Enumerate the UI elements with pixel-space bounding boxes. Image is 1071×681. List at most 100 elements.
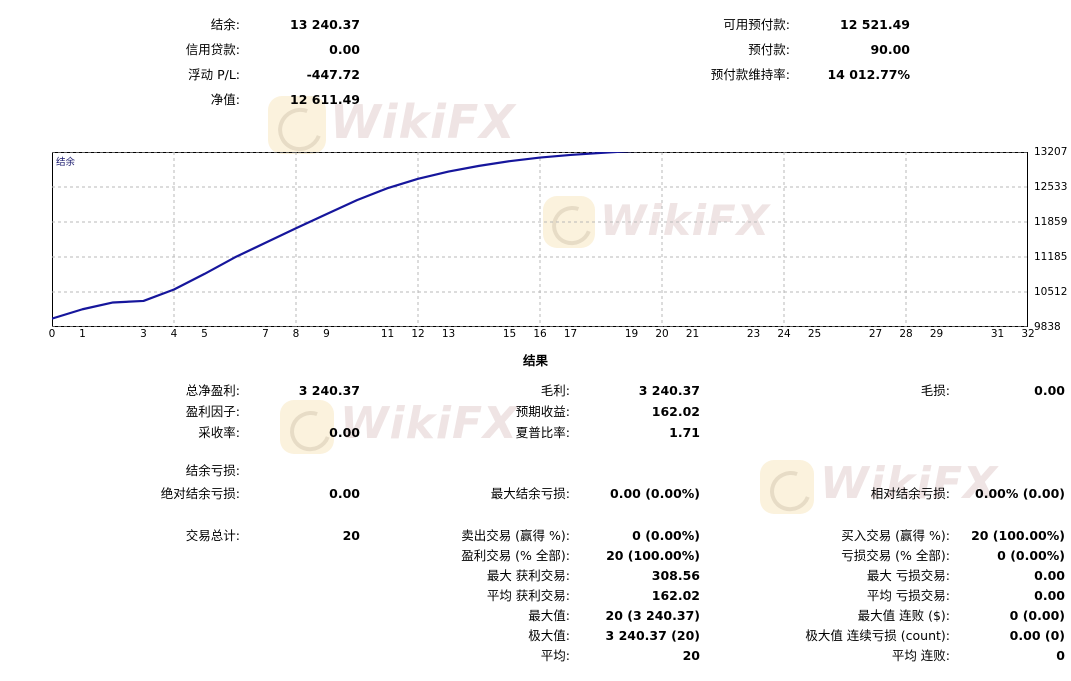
results-value-最大结余亏损: 0.00 (0.00%) <box>610 486 700 501</box>
x-axis-tick: 1 <box>79 328 86 340</box>
results-label-最大-亏损交易: 最大 亏损交易: <box>866 568 950 583</box>
y-axis-tick: 11859 <box>1034 216 1068 229</box>
x-axis-tick: 20 <box>655 328 669 340</box>
results-value-绝对结余亏损: 0.00 <box>329 486 360 501</box>
y-axis-tick: 9838 <box>1034 321 1061 333</box>
x-axis-tick: 9 <box>323 328 330 340</box>
results-label-交易总计: 交易总计: <box>185 528 240 543</box>
results-value-平均-连败: 0 <box>1056 648 1065 663</box>
results-row: 最大结余亏损: 0.00 (0.00%) <box>0 483 1071 504</box>
results-value-平均: 20 <box>682 648 700 663</box>
results-label-亏损交易-全部: 亏损交易 (% 全部): <box>841 548 950 563</box>
x-axis-tick: 3 <box>140 328 147 340</box>
summary-value-margin-level: 14 012.77% <box>827 67 910 82</box>
results-value-交易总计: 20 <box>342 528 360 543</box>
chart-y-axis: 13207 12533 11859 11185 10512 9838 <box>1030 146 1071 344</box>
summary-row: 预付款: 90.00 <box>600 37 1060 63</box>
results-value-毛损: 0.00 <box>1034 383 1065 398</box>
summary-value-margin: 90.00 <box>870 42 910 57</box>
x-axis-tick: 8 <box>292 328 300 340</box>
results-label-极大值: 极大值: <box>528 628 570 643</box>
results-value-极大值: 3 240.37 (20) <box>605 628 700 643</box>
results-value-采收率: 0.00 <box>329 425 360 440</box>
summary-row: 结余: 13 240.37 <box>0 12 470 38</box>
results-label-极大值-连续亏损-count: 极大值 连续亏损 (count): <box>805 628 950 643</box>
x-axis-tick: 27 <box>868 328 883 340</box>
x-axis-tick: 23 <box>746 328 761 340</box>
results-row: 平均 亏损交易: 0.00 <box>0 585 1071 606</box>
y-axis-tick: 10512 <box>1034 285 1068 298</box>
results-section: 结果 总净盈利: 3 240.37 毛利: 3 240.37 毛损: 0.00 盈利因子: 预… <box>0 350 1071 681</box>
results-label-采收率: 采收率: <box>198 425 240 440</box>
results-label-毛利: 毛利: <box>540 383 570 398</box>
results-row: 平均: 20 <box>0 645 1071 666</box>
results-value-盈利交易-全部: 20 (100.00%) <box>606 548 700 563</box>
results-label-预期收益: 预期收益: <box>515 404 570 419</box>
results-label-最大值-连败: 最大值 连败 ($): <box>857 608 950 623</box>
summary-value-balance: 13 240.37 <box>290 17 360 32</box>
x-axis-tick: 16 <box>533 328 547 340</box>
results-label-最大值: 最大值: <box>528 608 570 623</box>
results-row: 平均 连败: 0 <box>0 645 1071 666</box>
results-value-最大-获利交易: 308.56 <box>651 568 700 583</box>
results-row: 亏损交易 (% 全部): 0 (0.00%) <box>0 545 1071 566</box>
x-axis-tick: 28 <box>899 328 913 340</box>
summary-value-floating-pl: -447.72 <box>306 67 360 82</box>
results-label-盈利因子: 盈利因子: <box>185 404 240 419</box>
results-row: 最大值 连败 ($): 0 (0.00) <box>0 605 1071 626</box>
x-axis-tick: 17 <box>563 328 578 340</box>
x-axis-tick: 15 <box>502 328 517 340</box>
results-value-相对结余亏损: 0.00% (0.00) <box>975 486 1065 501</box>
summary-label-equity: 净值: <box>210 92 240 107</box>
summary-label-balance: 结余: <box>210 17 240 32</box>
results-label-最大结余亏损: 最大结余亏损: <box>490 486 570 501</box>
results-label-相对结余亏损: 相对结余亏损: <box>870 486 950 501</box>
summary-row: 浮动 P/L: -447.72 <box>0 62 470 88</box>
y-axis-tick: 11185 <box>1034 251 1068 264</box>
y-axis-tick: 13207 <box>1034 146 1068 158</box>
x-axis-tick: 31 <box>990 328 1005 340</box>
results-label-总净盈利: 总净盈利: <box>185 383 240 398</box>
results-row: 最大 亏损交易: 0.00 <box>0 565 1071 586</box>
summary-row: 净值: 12 611.49 <box>0 87 470 113</box>
x-axis-tick: 5 <box>201 328 208 340</box>
results-value-亏损交易-全部: 0 (0.00%) <box>997 548 1065 563</box>
x-axis-tick: 4 <box>170 328 178 340</box>
x-axis-tick: 21 <box>685 328 700 340</box>
summary-value-free-margin: 12 521.49 <box>840 17 910 32</box>
results-value-夏普比率: 1.71 <box>669 425 700 440</box>
balance-chart: 结余 <box>52 152 1028 327</box>
y-axis-tick: 12533 <box>1034 181 1068 193</box>
results-row: 交易总计: 20 <box>0 525 1071 546</box>
x-axis-tick: 24 <box>777 328 791 340</box>
results-row: 总净盈利: 3 240.37 <box>0 380 1071 401</box>
summary-label-margin: 预付款: <box>748 42 790 57</box>
results-row: 盈利交易 (% 全部): 20 (100.00%) <box>0 545 1071 566</box>
summary-value-credit: 0.00 <box>329 42 360 57</box>
summary-row: 可用预付款: 12 521.49 <box>600 12 1060 38</box>
results-label-平均-亏损交易: 平均 亏损交易: <box>866 588 950 603</box>
chart-x-axis: 0 1 3 4 5 7 8 9 11 12 13 15 16 17 19 20 21 23 24 25 27 28 29 31… <box>49 328 1035 344</box>
results-row: 毛利: 3 240.37 <box>0 380 1071 401</box>
results-value-最大-亏损交易: 0.00 <box>1034 568 1065 583</box>
results-label-平均-连败: 平均 连败: <box>891 648 950 663</box>
summary-label-margin-level: 预付款维持率: <box>710 67 790 82</box>
chart-legend-label: 结余 <box>56 157 76 168</box>
results-row: 预期收益: 162.02 <box>0 401 1071 422</box>
account-summary: 结余: 13 240.37 信用贷款: 0.00 浮动 P/L: -447.72… <box>0 0 1071 135</box>
results-row: 买入交易 (赢得 %): 20 (100.00%) <box>0 525 1071 546</box>
results-row: 夏普比率: 1.71 <box>0 422 1071 443</box>
results-row: 最大 获利交易: 308.56 <box>0 565 1071 586</box>
summary-value-equity: 12 611.49 <box>290 92 360 107</box>
summary-row: 预付款维持率: 14 012.77% <box>600 62 1060 88</box>
x-axis-tick: 29 <box>929 328 944 340</box>
results-value-平均-亏损交易: 0.00 <box>1034 588 1065 603</box>
x-axis-tick: 19 <box>624 328 639 340</box>
summary-label-credit: 信用贷款: <box>185 42 240 57</box>
summary-label-free-margin: 可用预付款: <box>723 17 790 32</box>
results-row: 极大值: 3 240.37 (20) <box>0 625 1071 646</box>
results-value-极大值-连续亏损-count: 0.00 (0) <box>1009 628 1065 643</box>
x-axis-tick: 25 <box>807 328 822 340</box>
results-label-最大-获利交易: 最大 获利交易: <box>486 568 570 583</box>
results-label-毛损: 毛损: <box>920 383 950 398</box>
